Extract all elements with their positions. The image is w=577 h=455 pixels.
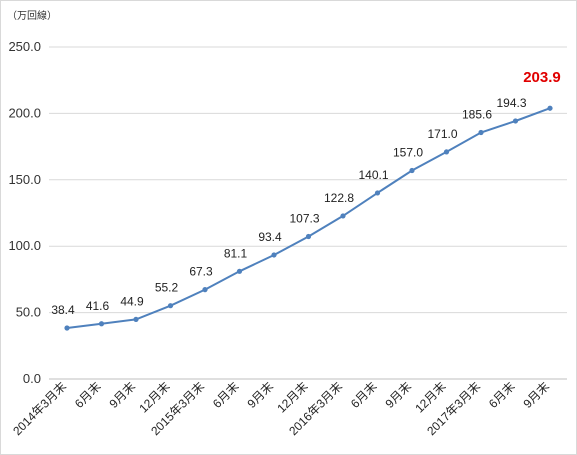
data-point bbox=[443, 149, 450, 155]
y-tick-label: 50.0 bbox=[16, 305, 41, 320]
y-axis-ticks: 0.0 50.0 100.0 150.0 200.0 250.0 bbox=[8, 39, 41, 386]
x-tick-label: 6月末 bbox=[486, 379, 518, 411]
x-tick-label: 6月末 bbox=[348, 379, 380, 411]
data-label: 55.2 bbox=[155, 281, 179, 295]
data-label: 185.6 bbox=[462, 108, 492, 122]
data-point bbox=[409, 167, 415, 174]
x-tick-label: 6月末 bbox=[210, 379, 242, 411]
data-point bbox=[271, 252, 277, 258]
data-label: 122.8 bbox=[324, 191, 354, 205]
data-label: 171.0 bbox=[427, 127, 457, 141]
data-label: 194.3 bbox=[496, 96, 526, 110]
data-label: 81.1 bbox=[224, 246, 248, 260]
y-tick-label: 250.0 bbox=[8, 39, 41, 54]
data-label: 107.3 bbox=[289, 212, 319, 226]
data-point bbox=[305, 233, 312, 240]
data-point bbox=[202, 287, 208, 293]
data-points bbox=[64, 105, 553, 331]
data-label: 44.9 bbox=[120, 294, 144, 308]
x-tick-label: 9月末 bbox=[383, 379, 415, 411]
data-label-highlight: 203.9 bbox=[523, 69, 561, 86]
data-point bbox=[167, 303, 174, 309]
data-labels: 38.4 41.6 44.9 55.2 67.3 81.1 93.4 107.3 122.8 14… bbox=[51, 69, 560, 317]
data-point bbox=[340, 213, 346, 219]
x-tick-label: 6月末 bbox=[72, 379, 104, 411]
x-tick-label: 9月末 bbox=[107, 379, 139, 411]
data-label: 93.4 bbox=[258, 230, 282, 244]
data-label: 38.4 bbox=[51, 303, 75, 317]
x-tick-label: 9月末 bbox=[245, 379, 277, 411]
data-point bbox=[512, 118, 519, 124]
data-point bbox=[547, 105, 553, 111]
y-tick-label: 150.0 bbox=[8, 172, 41, 187]
y-tick-label: 200.0 bbox=[8, 105, 41, 120]
y-tick-label: 100.0 bbox=[8, 238, 41, 253]
y-tick-label: 0.0 bbox=[23, 371, 41, 386]
x-tick-label: 9月末 bbox=[521, 379, 553, 411]
data-point bbox=[374, 190, 381, 196]
data-point bbox=[133, 316, 139, 322]
data-point bbox=[64, 325, 70, 331]
unit-label: （万回線） bbox=[7, 9, 57, 22]
data-point bbox=[478, 129, 484, 136]
x-tick-label: 2014年3月末 bbox=[10, 379, 69, 438]
data-point bbox=[236, 268, 243, 274]
data-point bbox=[98, 321, 105, 327]
grid-lines bbox=[49, 46, 567, 380]
data-label: 41.6 bbox=[86, 299, 110, 313]
data-label: 157.0 bbox=[393, 146, 423, 160]
data-label: 67.3 bbox=[189, 265, 213, 279]
data-label: 140.1 bbox=[358, 168, 388, 182]
